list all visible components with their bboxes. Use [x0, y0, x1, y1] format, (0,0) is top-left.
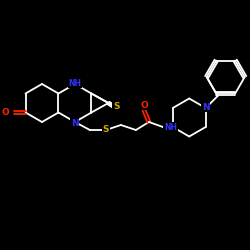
Text: NH: NH — [68, 78, 82, 88]
Text: N: N — [71, 118, 79, 128]
Text: N: N — [202, 102, 209, 112]
Text: S: S — [103, 124, 109, 134]
Text: O: O — [140, 100, 148, 110]
Text: O: O — [2, 108, 10, 117]
Text: S: S — [113, 102, 119, 111]
Text: NH: NH — [164, 122, 177, 132]
